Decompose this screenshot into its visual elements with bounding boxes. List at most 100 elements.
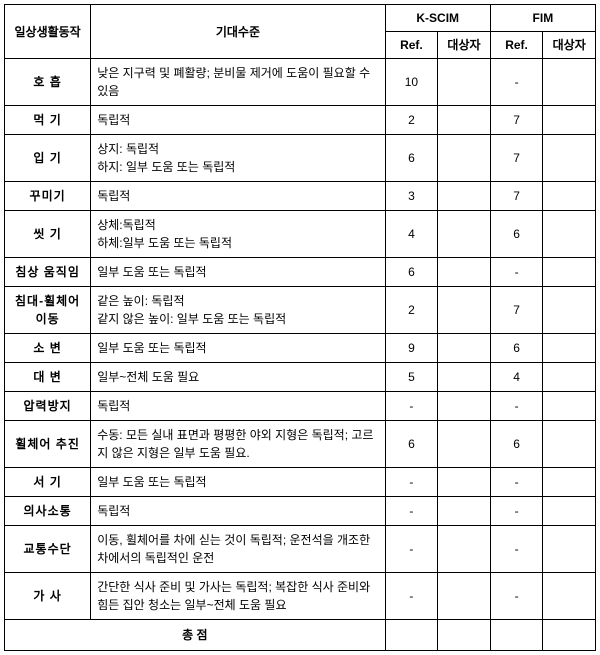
activity-label: 교통수단 xyxy=(5,526,91,573)
activity-label: 입 기 xyxy=(5,135,91,182)
expectation-text: 독립적 xyxy=(91,106,385,135)
kscim-ref-value: - xyxy=(385,573,438,620)
fim-ref-value: 6 xyxy=(490,334,543,363)
kscim-subject-value xyxy=(438,211,491,258)
activity-label: 호 흡 xyxy=(5,59,91,106)
kscim-ref-value: - xyxy=(385,497,438,526)
kscim-subject-value xyxy=(438,334,491,363)
kscim-subject-value xyxy=(438,421,491,468)
activity-label: 가 사 xyxy=(5,573,91,620)
table-row: 침상 움직임일부 도움 또는 독립적6 - xyxy=(5,258,596,287)
fim-ref-value: - xyxy=(490,392,543,421)
header-kscim: K-SCIM xyxy=(385,5,490,32)
expectation-text: 수동: 모든 실내 표면과 평평한 야외 지형은 독립적; 고르지 않은 지형은… xyxy=(91,421,385,468)
table-row: 소 변일부 도움 또는 독립적9 6 xyxy=(5,334,596,363)
fim-ref-value: - xyxy=(490,258,543,287)
kscim-subject-value xyxy=(438,526,491,573)
kscim-subject-value xyxy=(438,497,491,526)
kscim-subject-value xyxy=(438,182,491,211)
fim-subject-value xyxy=(543,258,596,287)
total-fim-subject xyxy=(543,620,596,651)
expectation-text: 독립적 xyxy=(91,392,385,421)
table-row: 가 사간단한 식사 준비 및 가사는 독립적; 복잡한 식사 준비와 힘든 집안… xyxy=(5,573,596,620)
activity-label: 소 변 xyxy=(5,334,91,363)
activity-label: 대 변 xyxy=(5,363,91,392)
table-row: 꾸미기독립적37 xyxy=(5,182,596,211)
activity-label: 침상 움직임 xyxy=(5,258,91,287)
expectation-text: 일부 도움 또는 독립적 xyxy=(91,334,385,363)
fim-subject-value xyxy=(543,468,596,497)
total-fim-ref xyxy=(490,620,543,651)
kscim-subject-value xyxy=(438,363,491,392)
kscim-subject-value xyxy=(438,392,491,421)
kscim-ref-value: - xyxy=(385,468,438,497)
table-row: 입 기상지: 독립적 하지: 일부 도움 또는 독립적67 xyxy=(5,135,596,182)
header-kscim-subject: 대상자 xyxy=(438,32,491,59)
total-row: 총 점 xyxy=(5,620,596,651)
table-row: 침대-휠체어 이동같은 높이: 독립적 같지 않은 높이: 일부 도움 또는 독… xyxy=(5,287,596,334)
table-row: 휠체어 추진수동: 모든 실내 표면과 평평한 야외 지형은 독립적; 고르지 … xyxy=(5,421,596,468)
header-fim: FIM xyxy=(490,5,595,32)
fim-ref-value: 6 xyxy=(490,421,543,468)
expectation-text: 일부 도움 또는 독립적 xyxy=(91,468,385,497)
kscim-subject-value xyxy=(438,287,491,334)
kscim-ref-value: 6 xyxy=(385,421,438,468)
fim-ref-value: - xyxy=(490,526,543,573)
table-row: 대 변일부~전체 도움 필요5 4 xyxy=(5,363,596,392)
expectation-text: 일부 도움 또는 독립적 xyxy=(91,258,385,287)
kscim-ref-value: 4 xyxy=(385,211,438,258)
header-fim-subject: 대상자 xyxy=(543,32,596,59)
fim-ref-value: - xyxy=(490,59,543,106)
fim-ref-value: 4 xyxy=(490,363,543,392)
table-row: 교통수단이동, 휠체어를 차에 싣는 것이 독립적; 운전석을 개조한 차에서의… xyxy=(5,526,596,573)
fim-ref-value: 6 xyxy=(490,211,543,258)
fim-subject-value xyxy=(543,106,596,135)
activity-label: 서 기 xyxy=(5,468,91,497)
kscim-subject-value xyxy=(438,468,491,497)
fim-subject-value xyxy=(543,497,596,526)
table-row: 호 흡낮은 지구력 및 폐활량; 분비물 제거에 도움이 필요할 수 있음10- xyxy=(5,59,596,106)
activity-label: 침대-휠체어 이동 xyxy=(5,287,91,334)
header-activity: 일상생활동작 xyxy=(5,5,91,59)
expectation-text: 독립적 xyxy=(91,182,385,211)
fim-ref-value: 7 xyxy=(490,106,543,135)
fim-ref-value: 7 xyxy=(490,182,543,211)
expectation-text: 낮은 지구력 및 폐활량; 분비물 제거에 도움이 필요할 수 있음 xyxy=(91,59,385,106)
header-kscim-ref: Ref. xyxy=(385,32,438,59)
kscim-ref-value: 6 xyxy=(385,258,438,287)
table-row: 씻 기상체:독립적 하체:일부 도움 또는 독립적46 xyxy=(5,211,596,258)
fim-subject-value xyxy=(543,182,596,211)
fim-subject-value xyxy=(543,573,596,620)
fim-subject-value xyxy=(543,211,596,258)
kscim-ref-value: 5 xyxy=(385,363,438,392)
fim-ref-value: - xyxy=(490,468,543,497)
fim-subject-value xyxy=(543,392,596,421)
expectation-text: 상지: 독립적 하지: 일부 도움 또는 독립적 xyxy=(91,135,385,182)
fim-ref-value: 7 xyxy=(490,135,543,182)
kscim-ref-value: 9 xyxy=(385,334,438,363)
expectation-text: 일부~전체 도움 필요 xyxy=(91,363,385,392)
expectation-text: 독립적 xyxy=(91,497,385,526)
kscim-subject-value xyxy=(438,573,491,620)
kscim-ref-value: - xyxy=(385,392,438,421)
kscim-ref-value: 2 xyxy=(385,287,438,334)
adl-assessment-table: 일상생활동작기대수준K-SCIMFIMRef.대상자Ref.대상자호 흡낮은 지… xyxy=(4,4,596,651)
expectation-text: 이동, 휠체어를 차에 싣는 것이 독립적; 운전석을 개조한 차에서의 독립적… xyxy=(91,526,385,573)
fim-subject-value xyxy=(543,334,596,363)
activity-label: 먹 기 xyxy=(5,106,91,135)
fim-ref-value: 7 xyxy=(490,287,543,334)
table-row: 압력방지독립적-- xyxy=(5,392,596,421)
fim-subject-value xyxy=(543,363,596,392)
header-fim-ref: Ref. xyxy=(490,32,543,59)
header-expectation: 기대수준 xyxy=(91,5,385,59)
activity-label: 꾸미기 xyxy=(5,182,91,211)
total-label: 총 점 xyxy=(5,620,386,651)
fim-ref-value: - xyxy=(490,497,543,526)
fim-subject-value xyxy=(543,421,596,468)
total-kscim-ref xyxy=(385,620,438,651)
kscim-ref-value: - xyxy=(385,526,438,573)
expectation-text: 상체:독립적 하체:일부 도움 또는 독립적 xyxy=(91,211,385,258)
activity-label: 압력방지 xyxy=(5,392,91,421)
kscim-subject-value xyxy=(438,135,491,182)
expectation-text: 간단한 식사 준비 및 가사는 독립적; 복잡한 식사 준비와 힘든 집안 청소… xyxy=(91,573,385,620)
